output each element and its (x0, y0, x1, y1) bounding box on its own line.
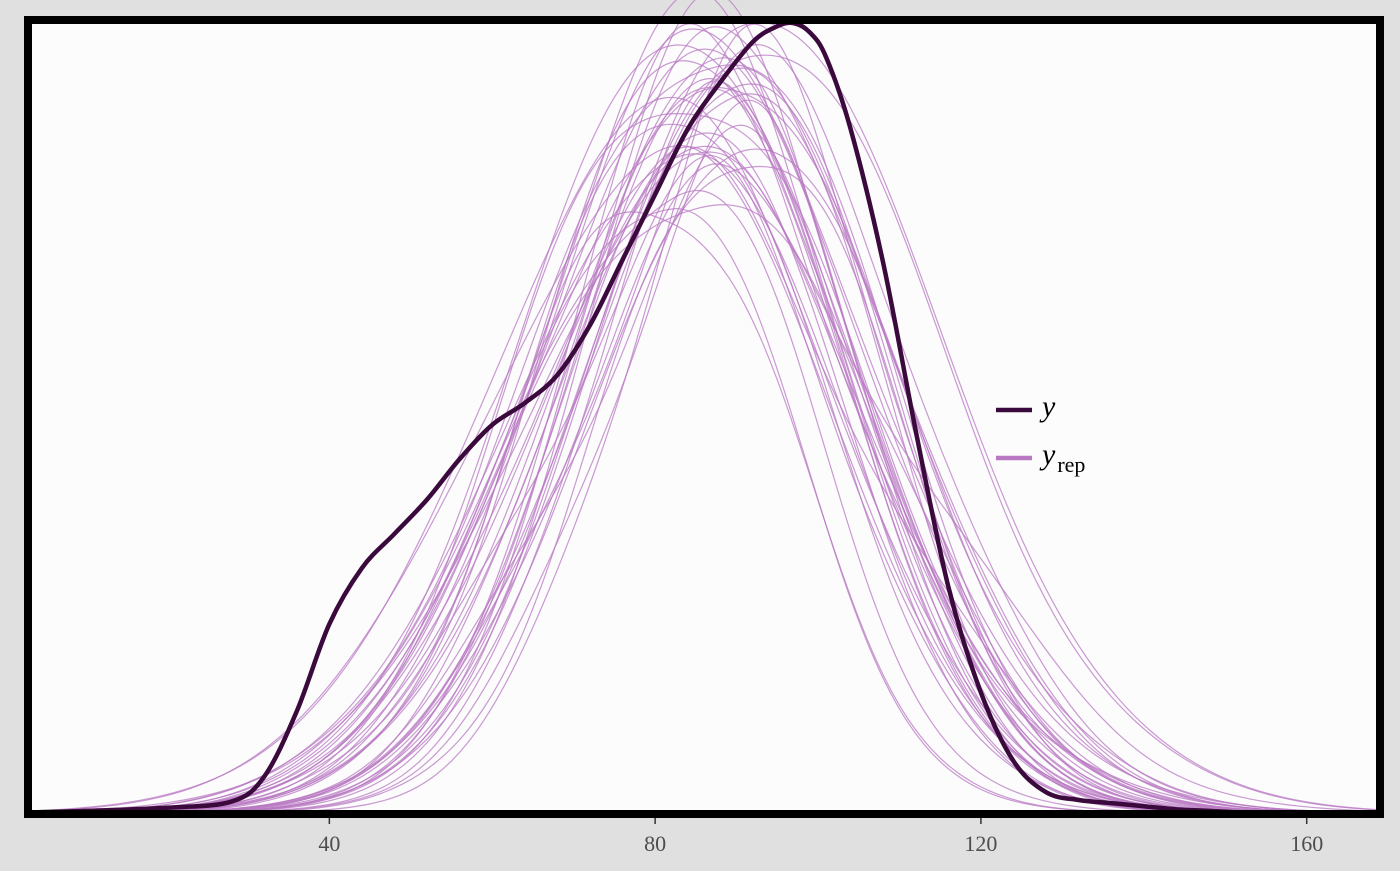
x-tick-label: 80 (644, 831, 666, 856)
yrep-line (27, 151, 1381, 814)
plot-panel-background (28, 20, 1380, 814)
legend-label-subscript: rep (1057, 452, 1085, 477)
yrep-line (27, 54, 1381, 814)
x-tick-label: 160 (1290, 831, 1323, 856)
yrep-line (27, 48, 1381, 814)
yrep-line (27, 154, 1381, 815)
y-observed-line (27, 20, 1381, 816)
yrep-line (27, 113, 1381, 814)
x-axis: 40 80 120 160 (318, 818, 1323, 856)
y-series-group (27, 20, 1381, 816)
x-tick-label: 40 (318, 831, 340, 856)
x-tick-label: 120 (964, 831, 997, 856)
legend-label: y (1039, 390, 1056, 423)
yrep-line (27, 28, 1381, 814)
yrep-line (27, 163, 1381, 814)
plot-panel-border (24, 16, 1384, 818)
